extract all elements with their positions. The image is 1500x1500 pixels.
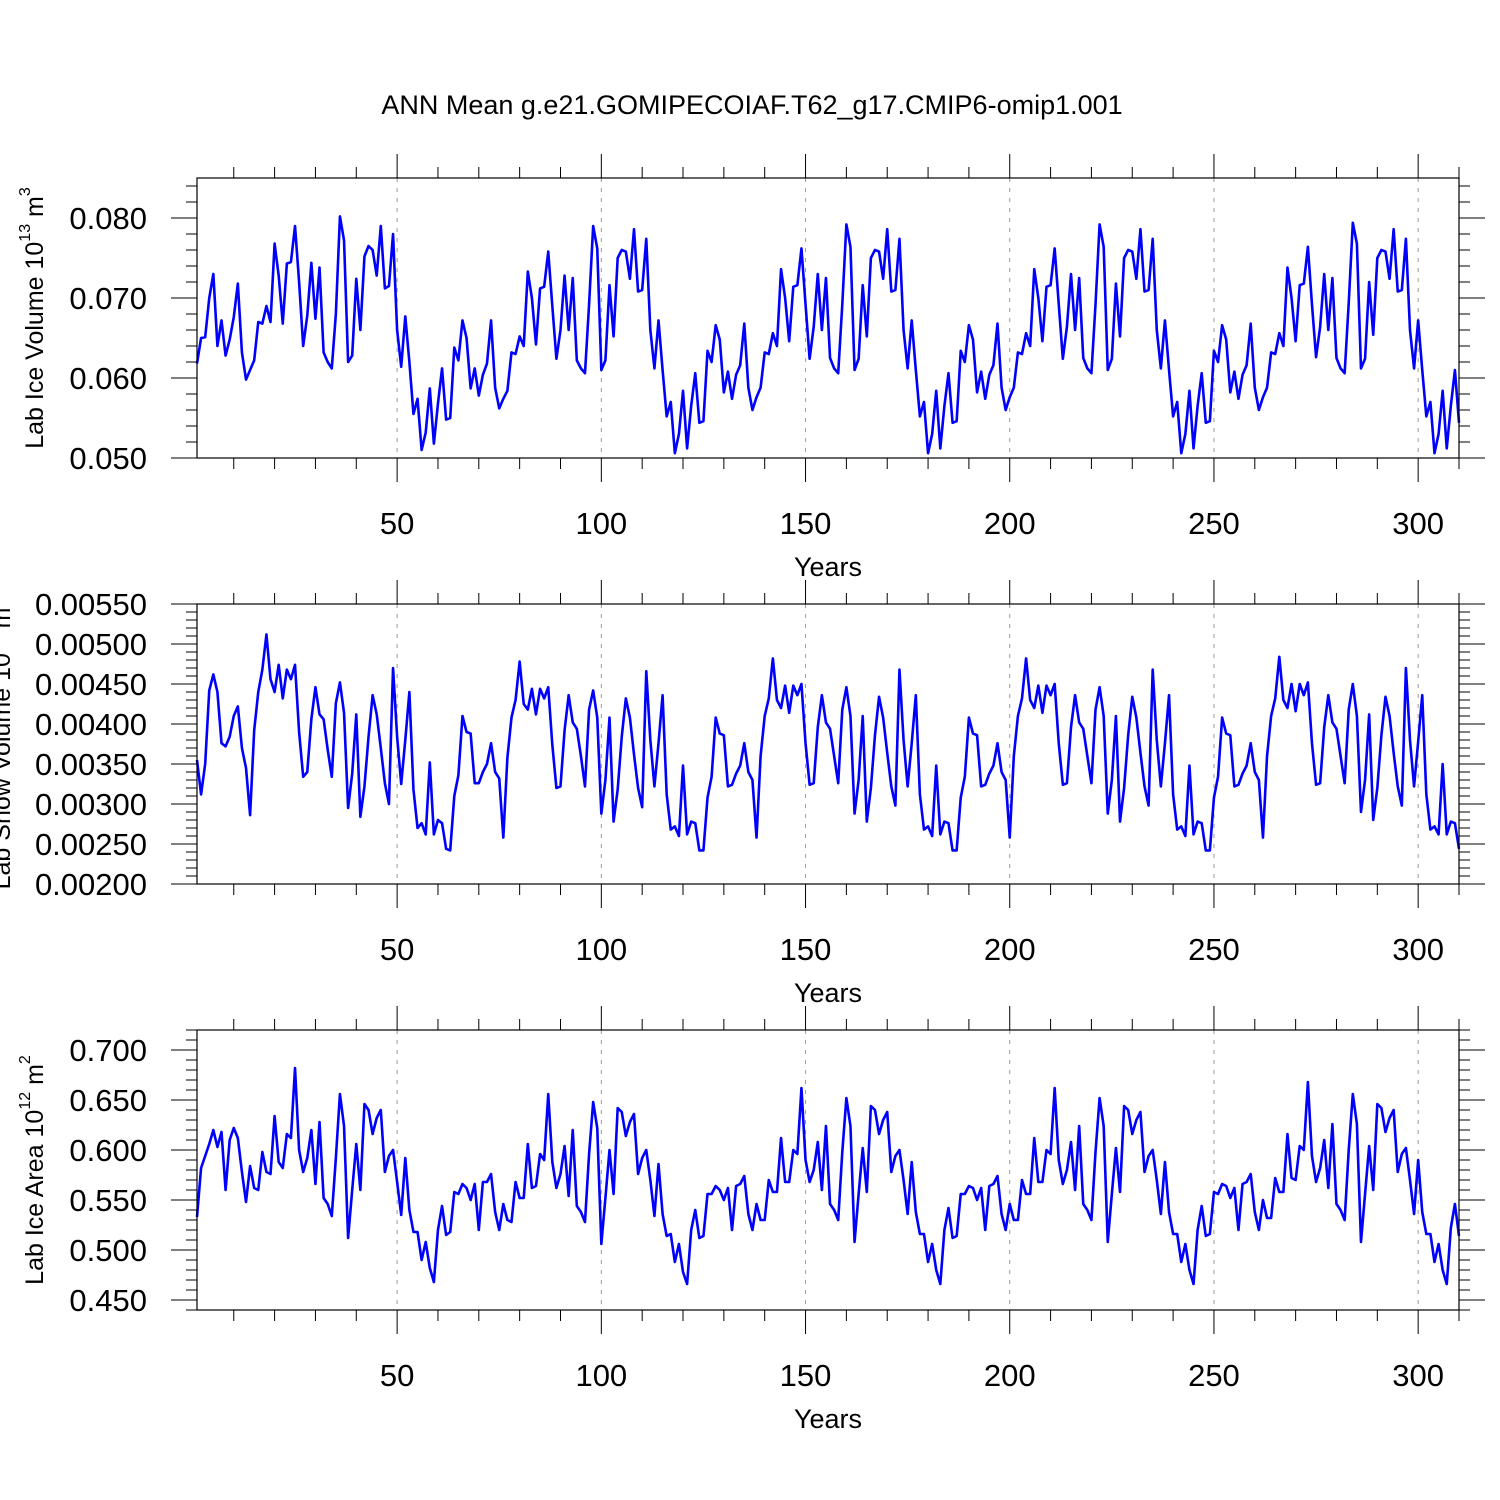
- series-line: [195, 633, 1461, 852]
- y-axis-label-superscript: 13: [0, 635, 1, 653]
- y-tick-label: 0.070: [69, 281, 147, 316]
- x-tick-label: 200: [984, 506, 1036, 541]
- y-tick-label: 0.00450: [35, 667, 147, 702]
- y-tick-label: 0.050: [69, 441, 147, 476]
- y-axis-label: Lab Ice Area 1012 m2: [17, 1055, 48, 1285]
- x-tick-label: 300: [1392, 932, 1444, 967]
- plot-frame: [196, 603, 1460, 885]
- y-tick-label: 0.700: [69, 1033, 147, 1068]
- y-tick-label: 0.060: [69, 361, 147, 396]
- y-tick-label: 0.500: [69, 1233, 147, 1268]
- y-axis-label-part: m: [21, 1064, 49, 1092]
- y-tick-label: 0.600: [69, 1133, 147, 1168]
- x-tick-label: 150: [780, 1358, 832, 1393]
- chart-title: ANN Mean g.e21.GOMIPECOIAF.T62_g17.CMIP6…: [381, 90, 1122, 120]
- y-axis-label: Lab Snow Volume 1013 m3: [0, 599, 16, 890]
- y-axis-label-superscript: 2: [17, 1055, 34, 1064]
- x-tick-label: 50: [380, 506, 414, 541]
- y-tick-label: 0.450: [69, 1283, 147, 1318]
- x-axis-label: Years: [794, 552, 862, 582]
- y-tick-label: 0.650: [69, 1083, 147, 1118]
- x-tick-label: 150: [780, 506, 832, 541]
- y-axis-label-superscript: 3: [0, 599, 1, 608]
- plot-frame: [196, 177, 1460, 459]
- y-axis-label-part: Lab Snow Volume 10: [0, 653, 16, 889]
- y-tick-label: 0.00250: [35, 827, 147, 862]
- y-axis-label-superscript: 3: [17, 187, 34, 196]
- plot-frame: [196, 1029, 1460, 1311]
- x-tick-label: 150: [780, 932, 832, 967]
- y-axis-label-superscript: 13: [17, 224, 34, 242]
- y-axis-label-part: Lab Ice Area 10: [21, 1110, 49, 1285]
- series-line: [195, 1066, 1461, 1286]
- panel-snow-volume: 0.00200 0.00250 0.00300 0.00350 0.00400 0.004…: [0, 580, 1485, 1008]
- x-tick-label: 300: [1392, 1358, 1444, 1393]
- x-tick-label: 200: [984, 1358, 1036, 1393]
- series-line: [195, 215, 1461, 455]
- x-tick-label: 50: [380, 1358, 414, 1393]
- y-axis-label-part: Lab Ice Volume 10: [21, 242, 49, 449]
- y-tick-label: 0.00350: [35, 747, 147, 782]
- x-tick-label: 50: [380, 932, 414, 967]
- y-tick-label: 0.00300: [35, 787, 147, 822]
- x-axis-label: Years: [794, 978, 862, 1008]
- y-axis-label-part: m: [0, 608, 16, 636]
- x-tick-label: 200: [984, 932, 1036, 967]
- x-axis-label: Years: [794, 1404, 862, 1434]
- x-tick-label: 250: [1188, 1358, 1240, 1393]
- y-tick-label: 0.00550: [35, 587, 147, 622]
- y-tick-label: 0.080: [69, 201, 147, 236]
- x-tick-label: 250: [1188, 506, 1240, 541]
- x-tick-label: 100: [575, 932, 627, 967]
- panel-ice-volume: 0.050 0.060 0.070 0.080 50 100 150 200 250 300 Yea…: [17, 154, 1485, 582]
- y-axis-label: Lab Ice Volume 1013 m3: [17, 187, 48, 449]
- y-tick-label: 0.00500: [35, 627, 147, 662]
- y-tick-label: 0.550: [69, 1183, 147, 1218]
- y-tick-label: 0.00200: [35, 867, 147, 902]
- x-tick-label: 300: [1392, 506, 1444, 541]
- x-tick-label: 100: [575, 506, 627, 541]
- x-tick-label: 100: [575, 1358, 627, 1393]
- y-axis-label-part: m: [21, 196, 49, 224]
- y-tick-label: 0.00400: [35, 707, 147, 742]
- y-axis-label-superscript: 12: [17, 1092, 34, 1110]
- x-tick-label: 250: [1188, 932, 1240, 967]
- panel-ice-area: 0.450 0.500 0.550 0.600 0.650 0.700 50 100 150 20…: [17, 1006, 1485, 1434]
